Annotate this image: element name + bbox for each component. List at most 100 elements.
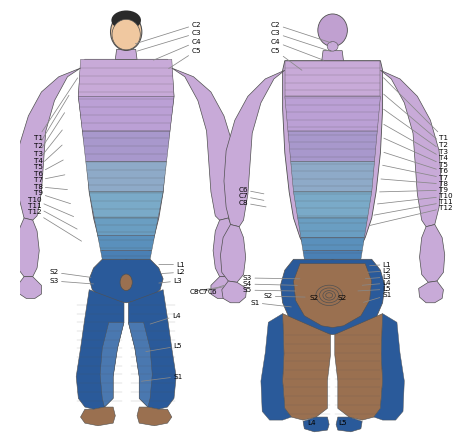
Text: S2: S2 [337,296,347,301]
Text: C7: C7 [199,289,209,295]
Polygon shape [82,131,170,161]
Polygon shape [301,238,365,251]
Text: T3: T3 [34,112,64,157]
Text: T5: T5 [384,138,448,168]
Text: T11: T11 [27,203,77,229]
Text: T1: T1 [383,78,448,140]
Text: S3: S3 [243,275,300,281]
Polygon shape [283,61,383,259]
Polygon shape [293,264,372,327]
Text: T5: T5 [34,145,62,170]
Polygon shape [86,161,166,192]
Text: S5: S5 [243,287,296,293]
Polygon shape [89,192,163,218]
Text: L3: L3 [159,278,182,284]
Polygon shape [322,51,344,61]
Polygon shape [100,322,124,407]
Text: S1: S1 [141,374,182,381]
Text: T7: T7 [383,165,448,181]
Text: C8: C8 [238,200,266,207]
Polygon shape [288,131,377,161]
Polygon shape [336,417,362,432]
Text: T12: T12 [370,204,453,225]
Polygon shape [303,251,362,259]
Polygon shape [76,290,124,409]
Polygon shape [303,417,329,432]
Polygon shape [78,59,174,259]
Text: C4: C4 [271,39,323,60]
Text: C6: C6 [238,187,264,194]
Text: C2: C2 [271,22,331,43]
Polygon shape [261,313,292,420]
Polygon shape [291,161,374,192]
Text: L5: L5 [338,420,346,426]
Text: T4: T4 [384,124,448,161]
Text: C5: C5 [271,48,302,70]
Polygon shape [293,192,372,218]
Text: T11: T11 [374,199,453,215]
Text: C3: C3 [137,30,201,51]
Text: S4: S4 [243,281,297,287]
Polygon shape [298,218,367,238]
Ellipse shape [327,41,338,51]
Text: S1: S1 [364,293,392,302]
Polygon shape [211,277,235,298]
Polygon shape [172,68,235,220]
Text: C4: C4 [154,39,201,60]
Text: C5: C5 [169,48,201,68]
Polygon shape [374,313,404,420]
Text: T2: T2 [34,95,69,149]
Ellipse shape [110,14,142,51]
Polygon shape [335,313,383,420]
Text: L1: L1 [370,262,391,268]
Text: C8: C8 [190,289,200,295]
Text: T8: T8 [34,184,67,190]
Text: T10: T10 [377,193,453,204]
Polygon shape [100,251,152,259]
Polygon shape [281,259,385,334]
Ellipse shape [120,274,132,290]
Ellipse shape [111,10,141,30]
Text: T6: T6 [384,152,448,174]
Polygon shape [115,49,137,59]
Polygon shape [224,70,285,227]
Text: C6: C6 [208,289,217,295]
Text: T7: T7 [34,175,65,183]
Text: L5: L5 [358,286,391,292]
Text: S3: S3 [50,278,93,284]
Text: T1: T1 [34,78,78,140]
Polygon shape [18,68,81,220]
Text: C3: C3 [271,30,331,51]
Text: T9: T9 [380,187,448,193]
Polygon shape [18,277,41,298]
Text: L1: L1 [159,262,185,268]
Polygon shape [285,96,381,131]
Polygon shape [128,322,152,407]
Text: L4: L4 [308,420,316,426]
Text: L5: L5 [146,343,182,351]
Ellipse shape [318,14,347,47]
Polygon shape [137,407,172,426]
Text: T6: T6 [34,160,63,177]
Polygon shape [78,59,174,96]
Polygon shape [94,218,158,235]
Polygon shape [222,281,246,303]
Polygon shape [213,218,237,277]
Text: C2: C2 [135,22,201,44]
Polygon shape [419,281,444,303]
Text: L3: L3 [365,274,391,280]
Text: T10: T10 [27,197,73,217]
Polygon shape [98,235,155,251]
Text: T2: T2 [383,94,448,148]
Text: T3: T3 [384,109,448,155]
Text: L4: L4 [362,280,391,286]
Polygon shape [285,61,381,96]
Polygon shape [128,290,176,409]
Polygon shape [15,218,39,277]
Polygon shape [89,259,163,303]
Text: T4: T4 [34,130,62,164]
Text: S2: S2 [50,269,91,277]
Text: L4: L4 [150,313,181,324]
Text: L2: L2 [368,268,391,274]
Text: S1: S1 [250,300,291,307]
